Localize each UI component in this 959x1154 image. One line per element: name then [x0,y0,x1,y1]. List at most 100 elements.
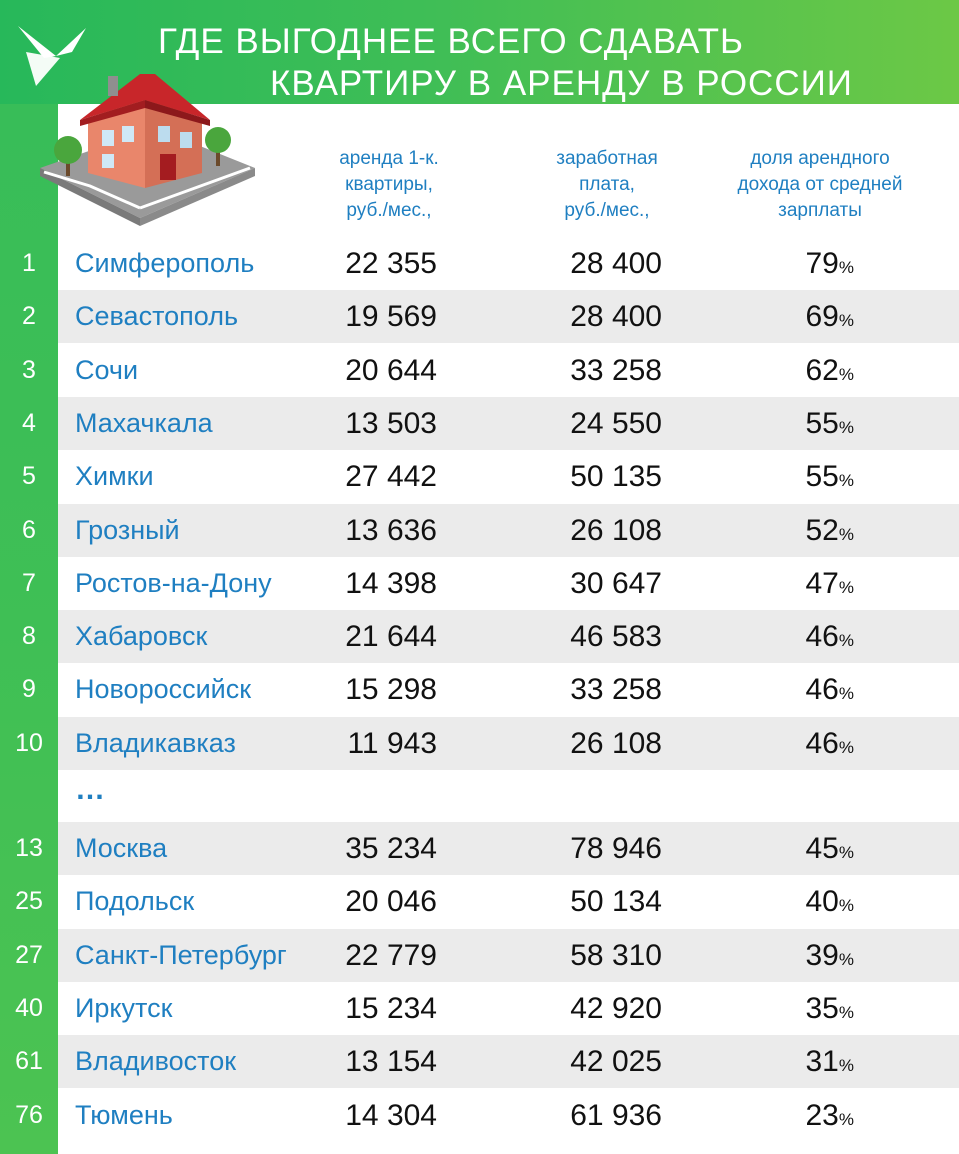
city-name: Химки [75,461,154,492]
salary-value: 42 025 [570,1045,662,1079]
share-number: 46 [805,673,839,707]
share-number: 46 [805,620,839,654]
rent-value: 15 298 [345,673,437,707]
percent-sign: % [838,949,854,969]
city-name: Иркутск [75,992,173,1023]
city-name: Ростов-на-Дону [75,567,272,598]
salary-value: 78 946 [570,832,662,865]
share-number: 45 [805,832,839,865]
table-row: 61 Владивосток 13 154 42 025 31% [0,1035,959,1089]
share-number: 55 [805,460,839,494]
rent-value: 20 644 [345,353,437,387]
city-name: Симферополь [75,248,255,278]
rank-column-bar [0,104,58,1154]
rank: 40 [15,993,43,1022]
percent-sign: % [838,1109,854,1129]
table-row: 10 Владикавказ 11 943 26 108 46% [0,716,959,770]
rank: 10 [15,728,43,757]
rank: 7 [22,568,36,597]
row-background [58,716,959,770]
table-row: 8 Хабаровск 21 644 46 583 46% [0,610,959,664]
share-number: 52 [805,513,839,547]
row-background [58,822,959,875]
table-row: 3 Сочи 20 644 33 258 62% [0,344,959,397]
rank: 13 [15,834,43,862]
rent-value: 15 234 [345,991,437,1025]
share-value: 23% [760,1089,855,1142]
salary-value: 58 310 [570,938,662,972]
rank: 76 [15,1100,43,1129]
rank: 6 [22,515,36,544]
share-value: 47% [760,557,855,610]
share-number: 79 [805,247,839,280]
percent-sign: % [838,471,854,491]
percent-sign: % [838,1056,854,1076]
share-value: 46% [760,663,855,716]
share-value: 62% [760,344,855,397]
row-background [58,290,959,344]
percent-sign: % [838,737,854,757]
share-value: 45% [760,822,855,875]
rank: 27 [15,940,43,969]
share-number: 46 [805,726,839,760]
rent-value: 35 234 [345,832,437,865]
rent-value: 14 398 [345,566,437,600]
share-number: 40 [805,885,839,919]
city-name: Сочи [75,354,139,385]
salary-value: 42 920 [570,991,662,1025]
city-name: Грозный [75,514,180,545]
rent-value: 22 355 [345,247,437,280]
table-row: 2 Севастополь 19 569 28 400 69% [0,290,959,344]
share-number: 47 [805,566,839,600]
percent-sign: % [838,1002,854,1022]
city-name: Москва [75,833,168,863]
percent-sign: % [838,577,854,597]
percent-sign: % [838,417,854,437]
percent-sign: % [838,631,854,651]
row-background [58,1035,959,1089]
share-value: 35% [760,982,855,1035]
salary-value: 30 647 [570,566,662,600]
percent-sign: % [838,311,854,331]
rank: 5 [22,462,36,491]
percent-sign: % [838,684,854,704]
share-value: 39% [760,929,855,982]
table-row: 76 Тюмень 14 304 61 936 23% [0,1089,959,1142]
table-row: 25 Подольск 20 046 50 134 40% [0,875,959,928]
salary-value: 50 135 [570,460,662,494]
salary-value: 61 936 [570,1098,662,1132]
salary-value: 33 258 [570,673,662,707]
rank: 2 [22,302,36,331]
rent-value: 11 943 [347,726,437,760]
row-background [58,610,959,664]
city-name: Махачкала [75,407,213,438]
salary-value: 33 258 [570,353,662,387]
share-value: 46% [760,610,855,663]
city-name: Новороссийск [75,674,252,705]
salary-value: 46 583 [570,620,662,654]
rent-value: 22 779 [345,938,437,972]
salary-value: 26 108 [570,726,662,760]
share-number: 39 [805,938,839,972]
rent-value: 20 046 [345,885,437,919]
swallow-logo-icon [18,26,86,86]
table-row: 6 Грозный 13 636 26 108 52% [0,503,959,557]
ellipsis: … [75,773,107,806]
title-line-1: ГДЕ ВЫГОДНЕЕ ВСЕГО СДАВАТЬ [158,22,744,61]
share-number: 31 [805,1045,839,1079]
percent-sign: % [838,843,854,862]
rent-value: 13 636 [345,513,437,547]
row-background [58,928,959,982]
column-header-share: доля арендного дохода от средней зарплат… [737,148,903,221]
row-background [58,503,959,557]
table-row: 5 Химки 27 442 50 135 55% [0,450,959,503]
rank: 3 [22,355,36,384]
share-number: 23 [805,1098,839,1132]
share-value: 46% [760,717,855,770]
share-value: 31% [760,1035,855,1088]
rent-value: 21 644 [345,620,437,654]
rent-value: 13 154 [345,1045,437,1079]
share-value: 52% [760,504,855,557]
city-name: Севастополь [75,301,239,332]
percent-sign: % [838,258,854,277]
